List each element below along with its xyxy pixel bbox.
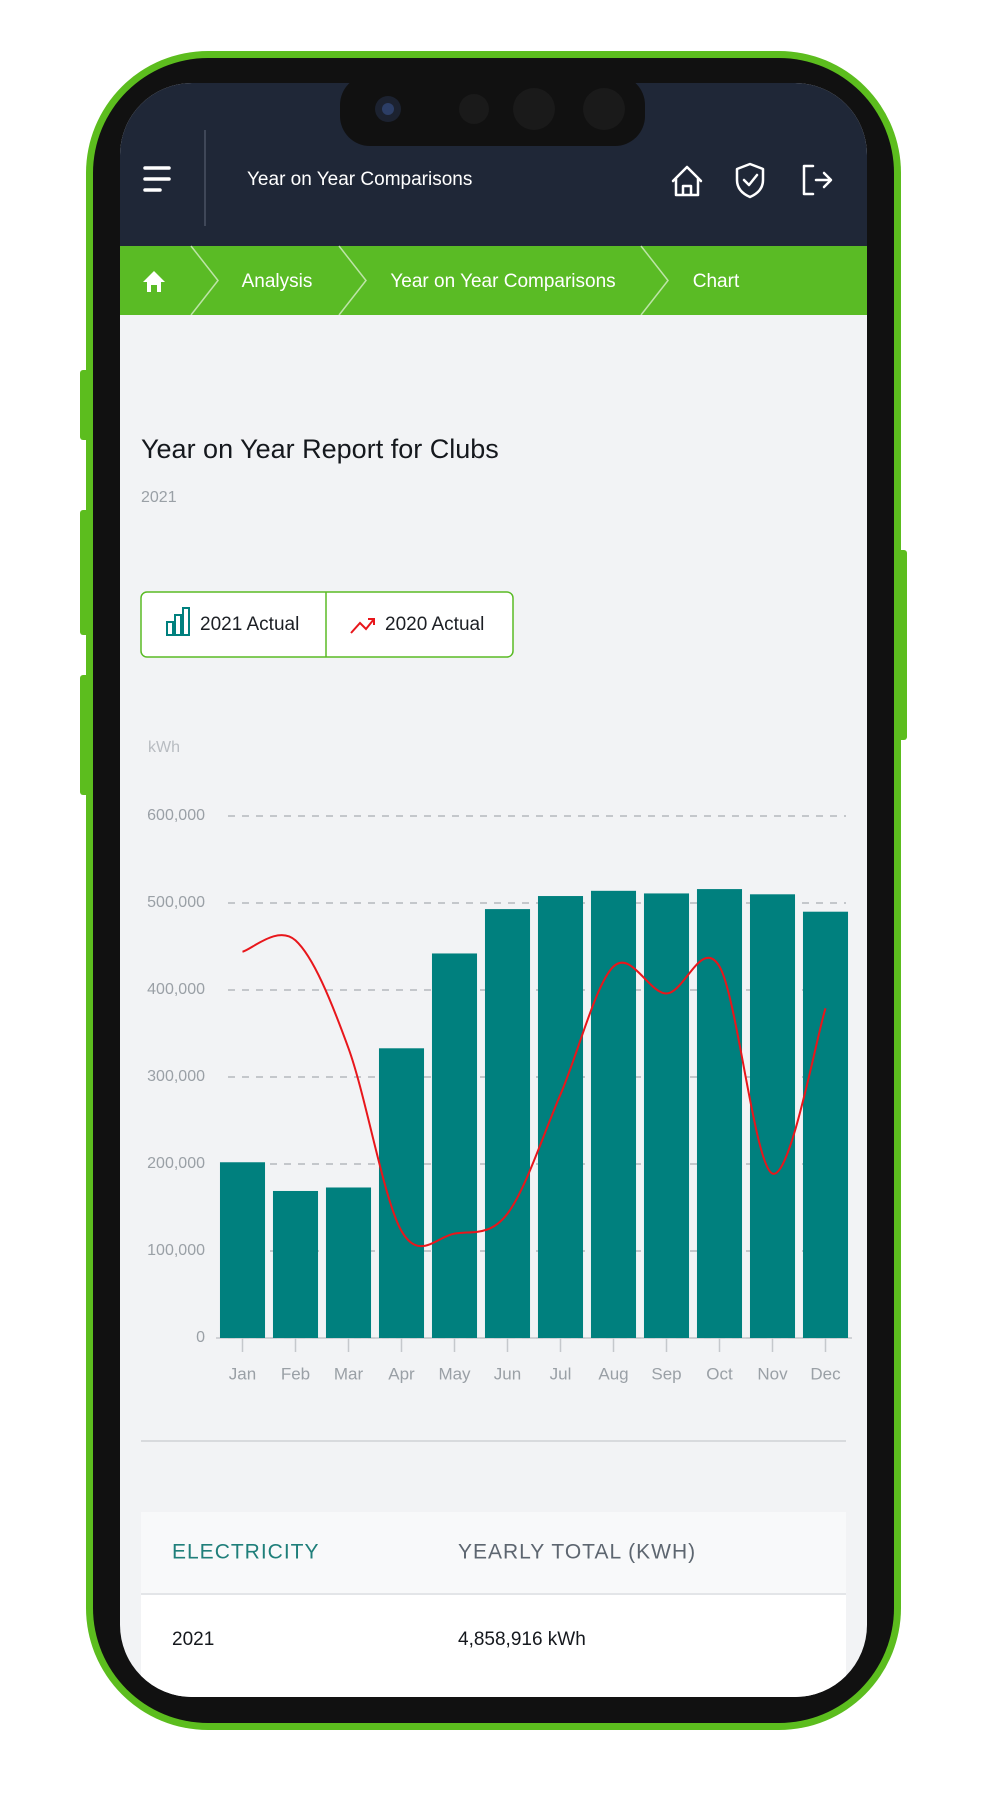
breadcrumb-home[interactable] <box>143 271 165 292</box>
content-background <box>120 83 867 1697</box>
y-tick-label: 300,000 <box>147 1068 205 1085</box>
breadcrumb[interactable]: Year on Year Comparisons <box>390 271 615 292</box>
notch <box>340 83 645 146</box>
y-tick-label: 600,000 <box>147 807 205 824</box>
x-tick-label: Nov <box>757 1364 788 1383</box>
y-tick-label: 500,000 <box>147 894 205 911</box>
legend-icon-line <box>350 618 375 634</box>
breadcrumb[interactable]: Chart <box>693 271 740 292</box>
bar <box>749 894 796 1338</box>
bar <box>537 896 584 1338</box>
report-subtitle: 2021 <box>141 489 177 506</box>
chart: 0 100,000 200,000 300,000 400,000 500,000 600,… <box>147 807 852 1383</box>
line <box>242 934 827 1248</box>
table-cell: 4,858,916 kWh <box>458 1629 586 1650</box>
bar <box>272 1190 319 1338</box>
sensor <box>583 88 625 130</box>
x-tick-label: Oct <box>706 1364 733 1383</box>
bar <box>590 890 637 1338</box>
y-tick-label: 200,000 <box>147 1155 205 1172</box>
breadcrumb-separators <box>190 245 669 316</box>
nav-title: Year on Year Comparisons <box>247 169 472 190</box>
table-row <box>141 1595 846 1697</box>
x-tick-label: Mar <box>334 1364 364 1383</box>
bar <box>484 909 531 1338</box>
screen: Year on Year Comparisons Analysis Year o… <box>120 83 867 1697</box>
table-header-cell: ELECTRICITY <box>172 1541 320 1564</box>
breadcrumb-bar <box>120 246 867 315</box>
x-tick-label: Apr <box>388 1364 415 1383</box>
bar <box>643 893 690 1338</box>
bar <box>378 1048 425 1338</box>
camera-lens <box>382 103 394 115</box>
breadcrumb[interactable]: Analysis <box>242 271 313 292</box>
x-tick-label: Feb <box>281 1364 310 1383</box>
table-cell: 2021 <box>172 1629 214 1650</box>
x-tick-label: Jun <box>494 1364 521 1383</box>
x-tick-label: Sep <box>651 1364 681 1383</box>
menu-icon[interactable] <box>143 166 171 192</box>
y-tick-label: 0 <box>196 1329 205 1346</box>
shield-icon[interactable] <box>735 162 765 199</box>
legend-label[interactable]: 2020 Actual <box>385 614 484 635</box>
y-tick-label: 400,000 <box>147 981 205 998</box>
legend-icon-bar <box>166 607 190 636</box>
sensor <box>459 94 489 124</box>
home-icon[interactable] <box>671 165 703 197</box>
y-axis-label: kWh <box>148 739 180 756</box>
x-tick-label: Dec <box>810 1364 841 1383</box>
bar <box>802 911 849 1338</box>
x-tick-label: Aug <box>598 1364 628 1383</box>
report-title: Year on Year Report for Clubs <box>141 434 499 464</box>
table-header-cell: YEARLY TOTAL (KWH) <box>458 1541 696 1564</box>
y-tick-label: 100,000 <box>147 1242 205 1259</box>
bar <box>431 953 478 1338</box>
legend-label[interactable]: 2021 Actual <box>200 614 299 635</box>
table-header <box>141 1512 846 1594</box>
x-tick-label: Jan <box>229 1364 256 1383</box>
bar <box>325 1187 372 1338</box>
bar <box>696 889 743 1338</box>
sensor <box>513 88 555 130</box>
x-tick-label: Jul <box>550 1364 572 1383</box>
x-tick-label: May <box>438 1364 471 1383</box>
legend <box>140 591 514 658</box>
logout-icon[interactable] <box>802 164 833 196</box>
bar <box>219 1162 266 1338</box>
